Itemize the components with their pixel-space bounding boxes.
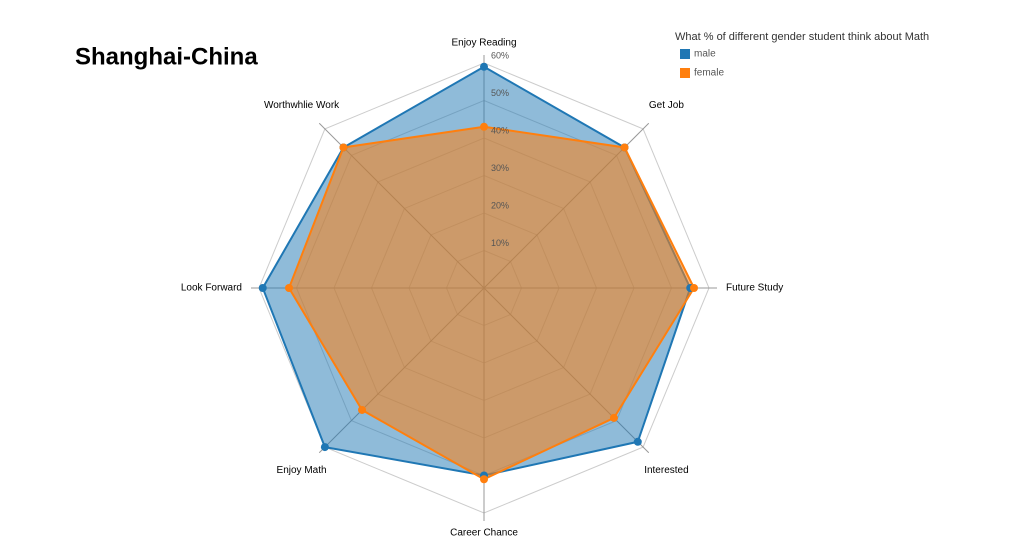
legend-title: What % of different gender student think… — [675, 31, 929, 43]
data-point — [609, 413, 618, 422]
axis-label: Enjoy Reading — [451, 38, 516, 49]
axis-label: Worthwhlie Work — [264, 100, 340, 111]
tick-label: 40% — [491, 125, 509, 135]
axis-label: Interested — [644, 465, 688, 476]
data-point — [358, 405, 367, 414]
tick-label: 50% — [491, 88, 509, 98]
tick-label: 60% — [491, 50, 509, 60]
data-point — [633, 437, 642, 446]
axis-label: Enjoy Math — [277, 465, 327, 476]
legend-label: male — [694, 49, 716, 60]
data-point — [339, 143, 348, 152]
axis-label: Career Chance — [450, 528, 518, 539]
legend-label: female — [694, 68, 724, 79]
data-point — [620, 143, 629, 152]
data-point — [320, 443, 329, 452]
axis-label: Look Forward — [181, 283, 242, 294]
axis-label: Get Job — [649, 100, 684, 111]
legend-swatch — [680, 68, 690, 78]
data-point — [480, 475, 488, 484]
data-point — [285, 284, 293, 292]
data-point — [480, 62, 488, 71]
tick-label: 30% — [491, 163, 509, 173]
tick-label: 10% — [491, 238, 509, 248]
axis-label: Future Study — [726, 283, 783, 294]
data-point — [258, 284, 267, 292]
data-point — [480, 122, 488, 131]
tick-label: 20% — [491, 200, 509, 210]
legend-swatch — [680, 49, 690, 59]
data-point — [690, 284, 698, 292]
chart-title: Shanghai-China — [75, 43, 258, 70]
